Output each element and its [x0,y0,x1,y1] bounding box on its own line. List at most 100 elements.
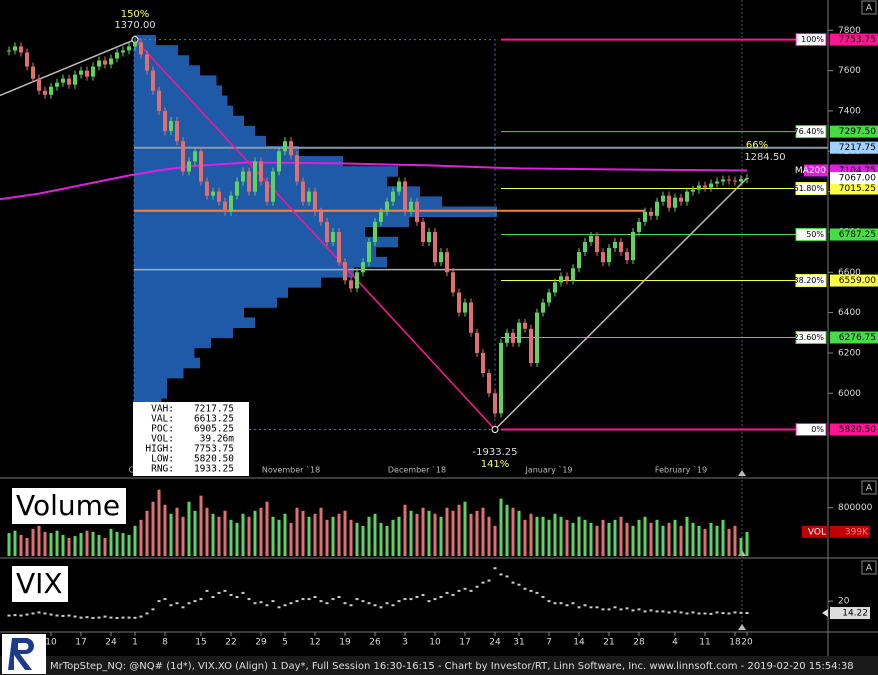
volume-bar [133,525,137,556]
vix-point [349,604,353,607]
candle [379,211,383,222]
volume-bar [433,513,437,556]
status-text: MrTopStep_NQ: @NQ# (1d*), VIX.XO (Align)… [50,661,854,672]
volume-bar [631,525,635,556]
profile-bar [134,186,420,197]
fib-pct-label: 76.40% [793,127,824,136]
panel-flag-box [861,480,877,495]
y-tick-label: 7600 [838,66,861,76]
volume-bar [517,510,521,556]
panel-flag-box [861,560,877,575]
candle [385,201,389,212]
vix-point [43,612,47,615]
vix-point [97,616,101,619]
volume-bar [637,519,641,556]
volume-bar [187,501,191,556]
volume-bar [343,510,347,556]
candle [451,272,455,293]
volume-bar [541,516,545,556]
volume-bar [529,513,533,556]
vix-point [241,591,245,594]
stats-value: 6613.25 [194,414,234,425]
candle [109,58,113,65]
stats-key: HIGH: [145,444,174,455]
volume-bar [301,510,305,556]
vix-last-box [830,607,870,620]
x-tick-label: 24 [105,638,117,648]
candle [265,181,269,202]
vix-point [301,598,305,601]
candle [37,78,41,91]
candle [493,393,497,414]
candle [391,191,395,202]
stats-key: POC: [151,424,174,435]
x-tick-label: 4 [672,638,678,648]
candle [343,262,347,281]
candle [685,191,689,202]
vix-point [607,608,611,611]
x-tick-label: 10 [429,638,441,648]
volume-bar [325,519,329,556]
vix-point [91,617,95,620]
volume-bar [361,525,365,556]
fib-price-label: 6787.25 [839,230,876,240]
volume-bar [79,533,83,556]
volume-bar [445,507,449,556]
vix-point [397,600,401,603]
x-tick-label: 26 [369,638,381,648]
volume-bar [277,519,281,556]
x-tick-label: 15 [195,638,206,648]
vix-point [157,600,161,603]
candle [133,42,137,47]
volume-bar [271,516,275,556]
fib-price-box [830,182,878,195]
candle [235,181,239,196]
volume-bar [349,519,353,556]
vix-point [553,602,557,605]
profile-bar [134,377,167,389]
candle [565,276,569,281]
volume-bar [559,516,563,556]
vix-point [487,579,491,582]
annotation: 1284.50 [744,152,785,163]
vix-point [25,613,29,616]
volume-bar [91,531,95,556]
profile-bar [134,347,195,359]
candle [13,46,17,51]
trend-line [0,38,136,97]
profile-bar [134,246,376,258]
profile-bar [134,55,189,66]
volume-bar [619,516,623,556]
vix-point [13,614,17,617]
candle [205,181,209,196]
vix-point [571,602,575,605]
panel-flag: A [866,484,873,494]
candle [469,302,473,333]
y-tick-label: 6200 [838,348,861,358]
candle [637,221,641,232]
candle [595,235,599,253]
stats-key: VAL: [151,414,174,425]
candle [157,90,161,111]
vix-point [475,585,479,588]
candle [355,272,359,289]
trend-line [494,177,748,431]
candle [373,221,377,243]
volume-bar [385,525,389,556]
volume-bar [109,528,113,556]
candle [307,191,311,202]
candle [349,280,353,289]
fib-pct-label: 23.60% [793,333,824,342]
volume-bar [55,530,59,556]
candle [655,201,659,216]
profile-bar [134,166,398,177]
candle [505,332,509,343]
candle [523,322,527,329]
volume-bar [265,501,269,556]
volume-bar [409,510,413,556]
vix-point [223,589,227,592]
candle [193,151,197,162]
volume-bar [259,507,263,556]
volume-bar [727,528,731,556]
fib-price-label: 7297.50 [839,127,876,137]
